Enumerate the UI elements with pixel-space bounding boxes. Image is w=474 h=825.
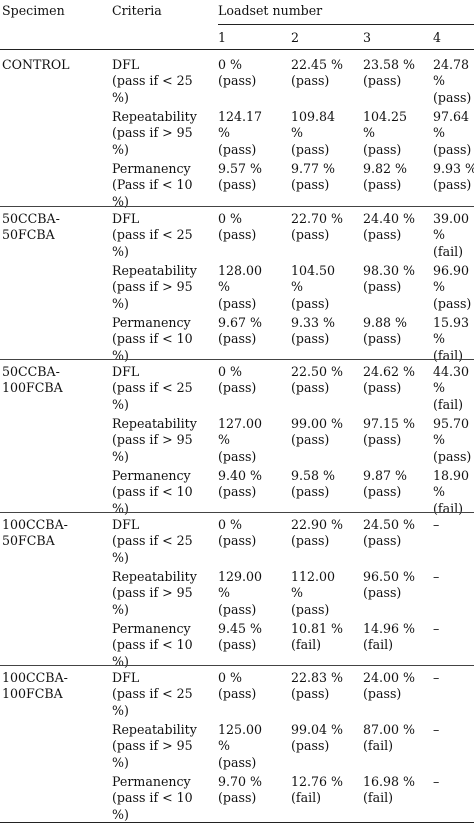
group-separator [0, 206, 474, 207]
header-loadset-1: 1 [218, 30, 227, 45]
loadset-3-value: 98.30 % (pass) [363, 263, 416, 295]
loadset-1-value: 9.57 % (pass) [218, 161, 263, 193]
loadset-1-value: 124.17 % (pass) [218, 109, 263, 157]
criterion-cell: DFL (pass if < 25 %) [112, 364, 193, 412]
loadset-2-value: 22.50 % (pass) [291, 364, 344, 396]
loadset-4-value: 39.00 % (fail) [433, 211, 470, 259]
header-loadset-number: Loadset number [218, 3, 323, 18]
header-specimen: Specimen [2, 3, 65, 18]
loadset-2-value: 109.84 % (pass) [291, 109, 336, 157]
criterion-cell: DFL (pass if < 25 %) [112, 670, 193, 718]
loadset-1-value: 9.70 % (pass) [218, 774, 263, 806]
loadset-3-value: 24.40 % (pass) [363, 211, 416, 243]
loadset-3-value: 24.00 % (pass) [363, 670, 416, 702]
loadset-2-value: 99.00 % (pass) [291, 416, 344, 448]
loadset-3-value: 24.50 % (pass) [363, 517, 416, 549]
criterion-cell: DFL (pass if < 25 %) [112, 211, 193, 259]
header-bottom-rule [0, 49, 474, 50]
loadset-1-value: 9.40 % (pass) [218, 468, 263, 500]
loadset-2-value: 22.90 % (pass) [291, 517, 344, 549]
loadset-2-value: 9.77 % (pass) [291, 161, 336, 193]
criterion-cell: Repeatability (pass if > 95 %) [112, 109, 197, 157]
loadset-3-value: 16.98 % (fail) [363, 774, 416, 806]
criterion-cell: Permanency (pass if < 10 %) [112, 468, 193, 516]
group-separator [0, 512, 474, 513]
loadset-2-value: 10.81 % (fail) [291, 621, 344, 653]
loadset-2-value: 12.76 % (fail) [291, 774, 344, 806]
header-criteria: Criteria [112, 3, 162, 18]
loadset-4-value: 95.70 % (pass) [433, 416, 472, 464]
loadset-2-value: 104.50 % (pass) [291, 263, 336, 311]
loadset-4-value: – [433, 670, 440, 685]
loadset-3-value: 14.96 % (fail) [363, 621, 416, 653]
loadset-3-value: 87.00 % (fail) [363, 722, 416, 754]
loadset-1-value: 128.00 % (pass) [218, 263, 263, 311]
loadset-2-value: 22.70 % (pass) [291, 211, 344, 243]
loadset-4-value: – [433, 621, 440, 636]
loadset-4-value: 96.90 % (pass) [433, 263, 472, 311]
table-bottom-rule [0, 822, 474, 823]
group-separator [0, 665, 474, 666]
loadset-4-value: – [433, 569, 440, 584]
loadset-1-value: 9.67 % (pass) [218, 315, 263, 347]
loadset-3-value: 9.82 % (pass) [363, 161, 408, 193]
criterion-cell: Permanency (Pass if < 10 %) [112, 161, 193, 209]
header-loadset-4: 4 [433, 30, 442, 45]
header-loadset-2: 2 [291, 30, 300, 45]
loadset-4-value: – [433, 517, 440, 532]
loadset-1-value: 0 % (pass) [218, 57, 257, 89]
loadset-4-value: 97.64 % (pass) [433, 109, 472, 157]
loadset-2-value: 22.83 % (pass) [291, 670, 344, 702]
specimen-label: 100CCBA- 50FCBA [2, 517, 68, 549]
loadset-3-value: 9.87 % (pass) [363, 468, 408, 500]
specimen-label: 50CCBA- 100FCBA [2, 364, 63, 396]
specimen-label: 50CCBA- 50FCBA [2, 211, 60, 243]
loadset-3-value: 97.15 % (pass) [363, 416, 416, 448]
group-separator [0, 359, 474, 360]
loadset-4-value: 18.90 % (fail) [433, 468, 470, 516]
criterion-cell: DFL (pass if < 25 %) [112, 57, 193, 105]
loadset-2-value: 99.04 % (pass) [291, 722, 344, 754]
loadset-4-value: 9.93 % (pass) [433, 161, 474, 193]
loadset-1-value: 129.00 % (pass) [218, 569, 263, 617]
loadset-4-value: 24.78 % (pass) [433, 57, 472, 105]
loadset-1-value: 0 % (pass) [218, 364, 257, 396]
criterion-cell: Permanency (pass if < 10 %) [112, 774, 193, 822]
criterion-cell: Repeatability (pass if > 95 %) [112, 263, 197, 311]
header-loadset-3: 3 [363, 30, 372, 45]
loadset-2-value: 9.58 % (pass) [291, 468, 336, 500]
loadset-3-value: 23.58 % (pass) [363, 57, 416, 89]
loadset-2-value: 22.45 % (pass) [291, 57, 344, 89]
loadset-1-value: 0 % (pass) [218, 670, 257, 702]
loadset-4-value: 44.30 % (fail) [433, 364, 470, 412]
loadset-1-value: 0 % (pass) [218, 517, 257, 549]
header-subrule [218, 24, 474, 25]
loadset-3-value: 9.88 % (pass) [363, 315, 408, 347]
criterion-cell: Repeatability (pass if > 95 %) [112, 722, 197, 770]
loadset-4-value: 15.93 % (fail) [433, 315, 470, 363]
specimen-label: CONTROL [2, 57, 70, 72]
specimen-label: 100CCBA- 100FCBA [2, 670, 68, 702]
loadset-3-value: 104.25 % (pass) [363, 109, 408, 157]
criterion-cell: Permanency (pass if < 10 %) [112, 315, 193, 363]
loadset-1-value: 125.00 % (pass) [218, 722, 263, 770]
loadset-4-value: – [433, 774, 440, 789]
loadset-4-value: – [433, 722, 440, 737]
loadset-3-value: 96.50 % (pass) [363, 569, 416, 601]
criterion-cell: Repeatability (pass if > 95 %) [112, 569, 197, 617]
criterion-cell: Permanency (pass if < 10 %) [112, 621, 193, 669]
criterion-cell: DFL (pass if < 25 %) [112, 517, 193, 565]
loadset-1-value: 127.00 % (pass) [218, 416, 263, 464]
criterion-cell: Repeatability (pass if > 95 %) [112, 416, 197, 464]
loadset-3-value: 24.62 % (pass) [363, 364, 416, 396]
loadset-2-value: 112.00 % (pass) [291, 569, 336, 617]
loadset-2-value: 9.33 % (pass) [291, 315, 336, 347]
loadset-1-value: 0 % (pass) [218, 211, 257, 243]
loadset-1-value: 9.45 % (pass) [218, 621, 263, 653]
